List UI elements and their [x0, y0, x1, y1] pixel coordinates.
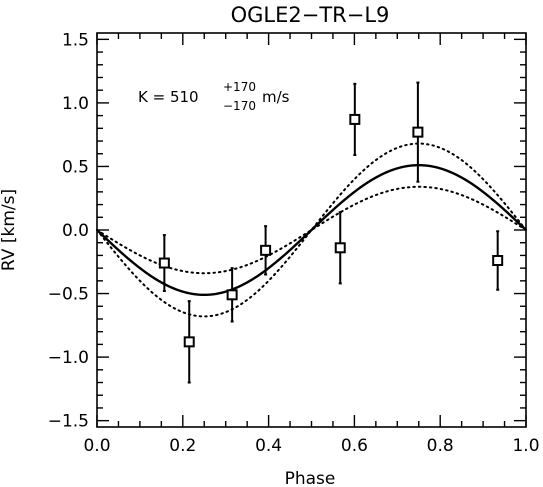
k-annotation-sup: +170 [223, 80, 256, 94]
chart-title: OGLE2−TR−L9 [231, 3, 390, 27]
data-point [492, 230, 504, 291]
data-point [334, 211, 346, 285]
y-tick-label: 1.0 [62, 94, 89, 114]
y-tick-label: −0.5 [48, 285, 89, 305]
x-tick-label: 0.0 [83, 436, 110, 456]
data-marker [158, 257, 170, 269]
data-point [349, 82, 361, 157]
x-tick-label: 0.2 [169, 436, 196, 456]
data-point [158, 234, 170, 293]
data-marker [226, 289, 238, 301]
x-tick-label: 0.6 [341, 436, 368, 456]
model-curve-upper [96, 142, 527, 318]
k-annotation-sub: −170 [223, 99, 256, 113]
k-annotation-text: K = 510 [138, 88, 199, 106]
y-tick-label: −1.5 [48, 412, 89, 432]
y-tick-label: −1.0 [48, 348, 89, 368]
y-tick-label: 0.0 [62, 221, 89, 241]
x-tick-label: 1.0 [512, 436, 539, 456]
data-marker [412, 126, 424, 138]
model-curve-best [96, 163, 527, 297]
data-point [226, 267, 238, 323]
data-marker [260, 244, 272, 256]
x-tick-label: 0.8 [427, 436, 454, 456]
x-axis-label: Phase [285, 469, 336, 487]
k-annotation-unit: m/s [262, 88, 290, 106]
data-point [260, 225, 272, 276]
k-annotation: K = 510 +170 −170 m/s [138, 80, 290, 113]
y-axis-label: RV [km/s] [0, 189, 19, 271]
y-tick-label: 0.5 [62, 157, 89, 177]
x-tick-label: 0.4 [255, 436, 282, 456]
data-marker [492, 255, 504, 267]
data-marker [349, 113, 361, 125]
y-tick-label: 1.5 [62, 30, 89, 50]
data-point [412, 81, 424, 183]
data-point [183, 300, 195, 384]
data-marker [334, 242, 346, 254]
data-marker [183, 336, 195, 348]
